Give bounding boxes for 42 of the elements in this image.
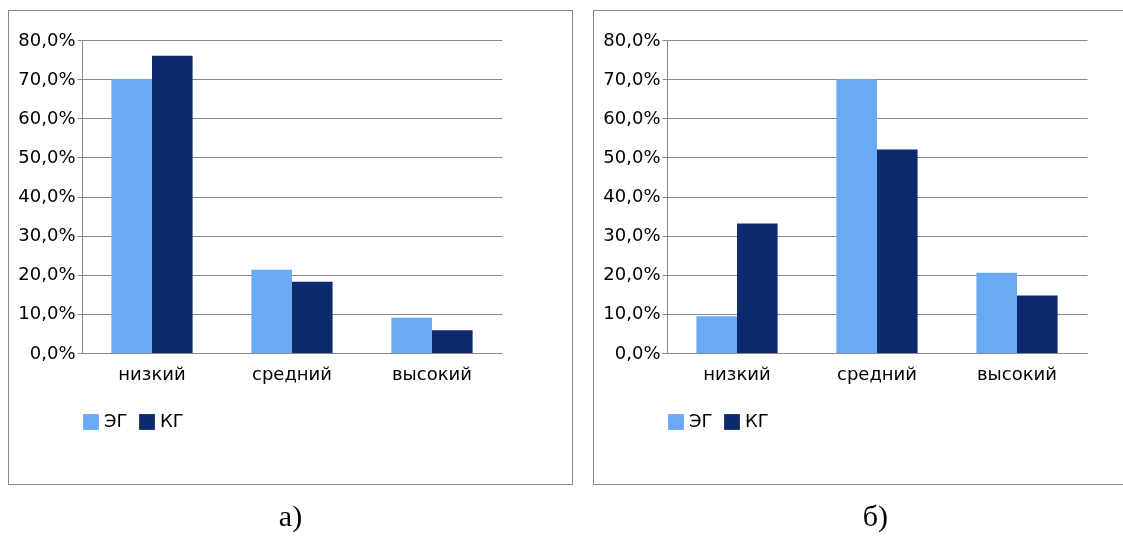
bar (877, 149, 918, 353)
y-tick-label: 50,0% (603, 145, 661, 167)
y-tick-label: 40,0% (603, 185, 661, 206)
bar (391, 317, 432, 353)
x-tick-label: средний (836, 362, 918, 384)
y-tick-label: 80,0% (18, 28, 76, 50)
x-tick-label: высокий (977, 362, 1057, 384)
bar (696, 316, 737, 353)
bar (1017, 295, 1058, 353)
text: а) (278, 499, 303, 533)
y-tick-label: 10,0% (603, 302, 661, 324)
y-tick-label: 70,0% (603, 67, 661, 89)
bar (152, 55, 193, 353)
x-tick-label: средний (251, 362, 333, 384)
y-tick-label: 60,0% (603, 106, 661, 128)
y-tick-label: 20,0% (603, 263, 661, 285)
x-tick-label: высокий (392, 362, 472, 384)
y-tick-label: 50,0% (18, 145, 76, 167)
bar (976, 272, 1017, 353)
y-tick-label: 40,0% (18, 185, 76, 206)
bar (292, 281, 333, 353)
bar (251, 269, 292, 353)
text: б) (862, 499, 889, 533)
bar (111, 79, 152, 353)
y-tick-label: 20,0% (18, 263, 76, 285)
bar (836, 79, 877, 353)
x-tick-label: низкий (118, 362, 186, 384)
y-tick-label: 30,0% (18, 224, 76, 246)
legend-label: ЭГ (689, 410, 713, 431)
y-tick-label: 0,0% (29, 341, 76, 363)
legend-label: КГ (745, 410, 769, 431)
y-tick-label: 60,0% (18, 106, 76, 128)
y-tick-label: 30,0% (603, 224, 661, 246)
legend-label: ЭГ (104, 410, 128, 431)
legend-label: КГ (160, 410, 184, 431)
y-tick-label: 70,0% (18, 67, 76, 89)
y-tick-label: 10,0% (18, 302, 76, 324)
y-tick-label: 0,0% (614, 341, 661, 363)
y-tick-label: 80,0% (603, 28, 661, 50)
x-tick-label: низкий (703, 362, 771, 384)
bar (432, 330, 473, 353)
bar (737, 223, 778, 353)
